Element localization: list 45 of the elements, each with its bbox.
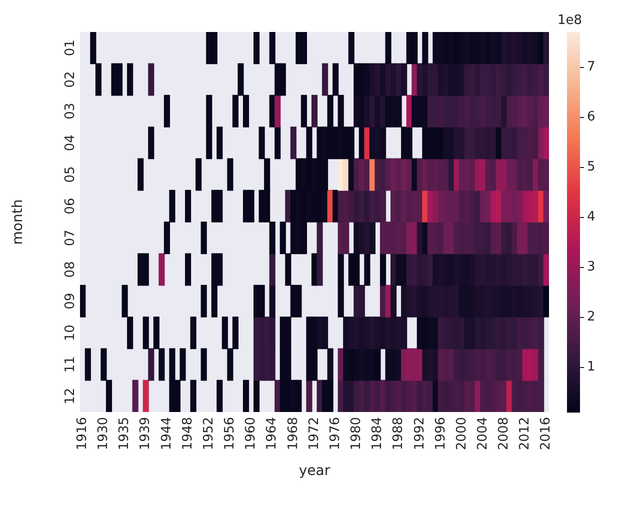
x-tick-label: 1960 bbox=[244, 417, 259, 450]
x-tick-label: 1972 bbox=[306, 417, 322, 450]
x-tick-label: 1948 bbox=[180, 417, 196, 450]
color-bar-label: 2 bbox=[587, 309, 596, 324]
x-tick-label: 1944 bbox=[159, 417, 174, 450]
x-tick-label: 1964 bbox=[264, 417, 280, 450]
y-tick-label: 07 bbox=[62, 230, 78, 246]
y-tick-label: 11 bbox=[62, 356, 78, 373]
color-bar-label: 1 bbox=[587, 359, 596, 374]
x-tick-label: 1916 bbox=[75, 417, 90, 450]
x-tick-label: 1939 bbox=[138, 417, 154, 450]
y-tick-label: 10 bbox=[62, 324, 78, 342]
x-tick-label: 1968 bbox=[286, 417, 301, 450]
color-bar-label: 5 bbox=[587, 159, 596, 174]
y-tick-label: 08 bbox=[62, 261, 78, 278]
x-tick-label: 1992 bbox=[412, 417, 428, 450]
y-tick-label: 12 bbox=[62, 388, 78, 404]
x-tick-label: 1984 bbox=[370, 417, 386, 450]
color-bar-label: 7 bbox=[587, 59, 596, 74]
color-bar-label: 3 bbox=[587, 259, 596, 274]
y-axis-title: month bbox=[10, 199, 26, 245]
y-tick-label: 06 bbox=[62, 198, 78, 214]
color-bar-label: 4 bbox=[587, 209, 596, 224]
x-tick-label: 2004 bbox=[476, 417, 491, 450]
x-tick-label: 2008 bbox=[496, 417, 512, 450]
x-tick-label: 1952 bbox=[201, 417, 216, 450]
y-tick-label: 04 bbox=[62, 134, 78, 152]
x-tick-label: 2012 bbox=[518, 417, 533, 450]
color-bar-title: 1e8 bbox=[557, 12, 582, 28]
y-tick-label: 09 bbox=[62, 292, 78, 310]
x-tick-label: 2000 bbox=[454, 417, 470, 450]
x-tick-label: 2016 bbox=[538, 417, 554, 450]
y-tick-label: 02 bbox=[62, 71, 78, 88]
x-tick-label: 1930 bbox=[96, 417, 112, 450]
y-tick-label: 03 bbox=[62, 102, 78, 120]
x-tick-label: 1956 bbox=[222, 417, 238, 450]
x-tick-label: 1935 bbox=[117, 417, 132, 450]
y-tick-label: 05 bbox=[62, 166, 78, 183]
x-tick-label: 1988 bbox=[391, 417, 406, 450]
x-tick-label: 1976 bbox=[328, 417, 343, 450]
x-tick-label: 1996 bbox=[433, 417, 448, 450]
x-tick-label: 1980 bbox=[349, 417, 364, 450]
x-axis-title: year bbox=[298, 463, 330, 480]
y-tick-label: 01 bbox=[62, 40, 78, 56]
color-bar-label: 6 bbox=[587, 109, 596, 124]
